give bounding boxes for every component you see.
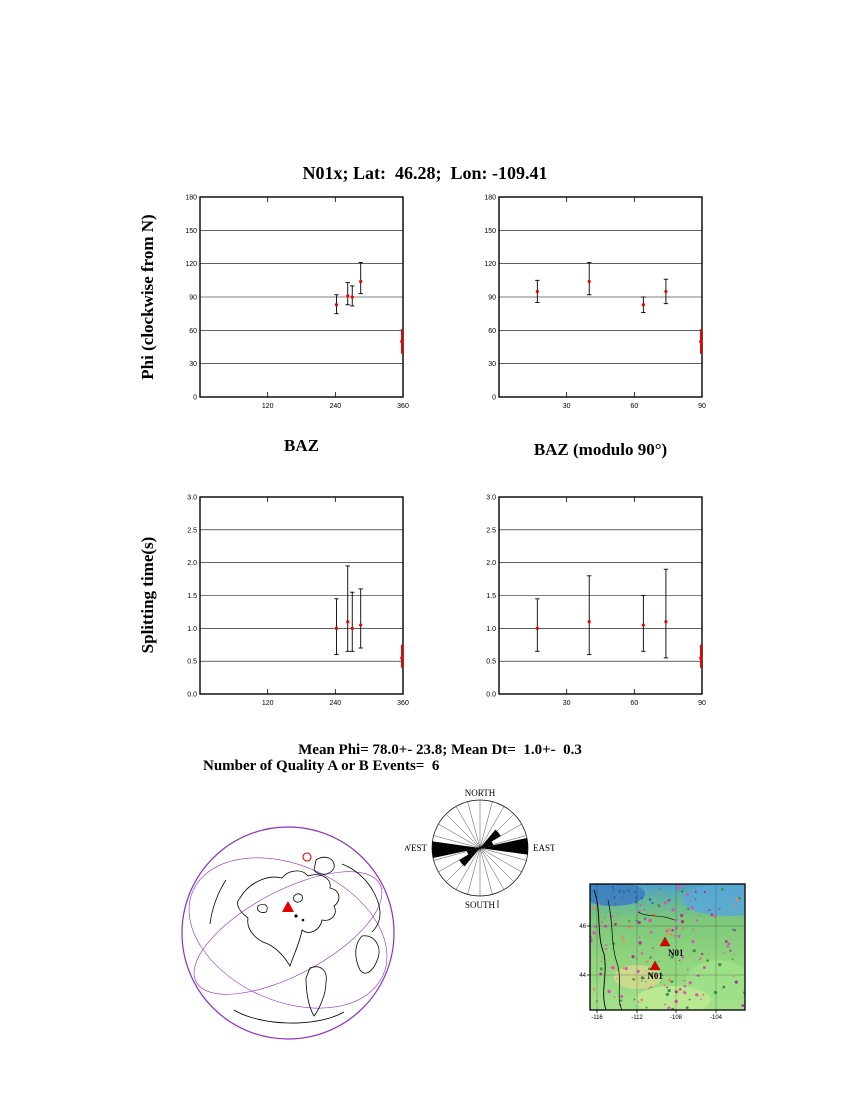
svg-text:30: 30 xyxy=(488,361,496,368)
svg-text:0.5: 0.5 xyxy=(187,659,197,666)
svg-text:90: 90 xyxy=(488,295,496,302)
svg-text:120: 120 xyxy=(484,261,496,268)
station-triangle xyxy=(649,960,661,971)
svg-text:150: 150 xyxy=(185,228,197,235)
svg-text:0.0: 0.0 xyxy=(187,692,197,699)
station-triangle xyxy=(659,936,671,947)
svg-text:EAST: EAST xyxy=(533,843,555,853)
plate-boundary-arc xyxy=(188,857,388,1009)
station-map: -116 -112 -108 -104 46 44 N01 N01 xyxy=(579,883,746,1020)
phi-vs-baz-chart: 120 240 360 0 30 60 90 120 150 180 xyxy=(185,195,409,411)
svg-text:-116: -116 xyxy=(591,1015,603,1020)
globe-outline xyxy=(181,826,395,1040)
svg-text:-112: -112 xyxy=(631,1015,643,1020)
svg-text:SOUTH: SOUTH xyxy=(465,900,496,910)
svg-text:WEST: WEST xyxy=(405,843,427,853)
lake-dot xyxy=(294,914,298,918)
svg-text:60: 60 xyxy=(630,700,638,707)
svg-text:0.0: 0.0 xyxy=(486,692,496,699)
svg-text:180: 180 xyxy=(185,195,197,202)
svg-text:60: 60 xyxy=(189,328,197,335)
svg-text:30: 30 xyxy=(189,361,197,368)
baz-xlabel: BAZ xyxy=(284,436,319,455)
svg-text:0.5: 0.5 xyxy=(486,659,496,666)
svg-text:2.0: 2.0 xyxy=(486,560,496,567)
continent-outlines xyxy=(209,856,381,1024)
svg-text:0: 0 xyxy=(492,395,496,402)
svg-text:120: 120 xyxy=(262,700,274,707)
svg-text:-104: -104 xyxy=(710,1015,723,1020)
splitting-time-axis-label: Splitting time(s) xyxy=(138,536,157,654)
mean-phi-dt-text: Mean Phi= 78.0+- 23.8; Mean Dt= 1.0+- 0.… xyxy=(298,742,582,758)
station-triangle-globe xyxy=(282,901,294,912)
svg-text:1.5: 1.5 xyxy=(187,593,197,600)
svg-text:360: 360 xyxy=(397,700,409,707)
svg-text:2.5: 2.5 xyxy=(187,527,197,534)
phi-vs-baz-mod90-chart: 30 60 90 0 30 60 90 120 150 180 xyxy=(484,195,706,411)
svg-text:-108: -108 xyxy=(670,1015,683,1020)
dt-vs-baz-mod90-chart: 30 60 90 0.0 0.5 1.0 1.5 2.0 2.5 3.0 xyxy=(486,495,706,708)
dt-vs-baz-chart: 120 240 360 0.0 0.5 1.0 1.5 2.0 2.5 3.0 xyxy=(187,495,409,708)
svg-text:1.5: 1.5 xyxy=(486,593,496,600)
svg-text:60: 60 xyxy=(630,403,638,410)
svg-text:30: 30 xyxy=(563,403,571,410)
svg-text:240: 240 xyxy=(329,700,341,707)
svg-text:120: 120 xyxy=(185,261,197,268)
svg-text:60: 60 xyxy=(488,328,496,335)
svg-text:120: 120 xyxy=(262,403,274,410)
svg-text:N01: N01 xyxy=(668,948,684,958)
svg-text:90: 90 xyxy=(698,700,706,707)
svg-text:NORTH: NORTH xyxy=(465,788,496,798)
svg-text:2.0: 2.0 xyxy=(187,560,197,567)
svg-text:90: 90 xyxy=(698,403,706,410)
plate-boundary-arc xyxy=(193,871,383,995)
svg-text:1.0: 1.0 xyxy=(486,626,496,633)
svg-text:0: 0 xyxy=(193,395,197,402)
event-location-circle xyxy=(302,852,312,862)
svg-text:N01: N01 xyxy=(647,971,663,981)
page-title: N01x; Lat: 46.28; Lon: -109.41 xyxy=(302,163,548,183)
svg-text:90: 90 xyxy=(189,295,197,302)
baz-mod90-xlabel: BAZ (modulo 90°) xyxy=(533,440,668,459)
svg-text:180: 180 xyxy=(484,195,496,202)
svg-text:2.5: 2.5 xyxy=(486,527,496,534)
event-count-text: Number of Quality A or B Events= 6 xyxy=(203,758,440,774)
globe-projection xyxy=(181,826,395,1040)
lake-dot xyxy=(301,918,305,922)
svg-text:46: 46 xyxy=(579,924,586,930)
rose-diagram: NORTH EAST WEST SOUTH xyxy=(405,788,555,910)
phi-axis-label: Phi (clockwise from N) xyxy=(138,214,157,380)
svg-text:240: 240 xyxy=(329,403,341,410)
svg-text:3.0: 3.0 xyxy=(187,495,197,502)
svg-text:1.0: 1.0 xyxy=(187,626,197,633)
svg-text:30: 30 xyxy=(563,700,571,707)
svg-text:150: 150 xyxy=(484,228,496,235)
svg-text:3.0: 3.0 xyxy=(486,495,496,502)
svg-text:44: 44 xyxy=(579,973,586,979)
svg-text:360: 360 xyxy=(397,403,409,410)
